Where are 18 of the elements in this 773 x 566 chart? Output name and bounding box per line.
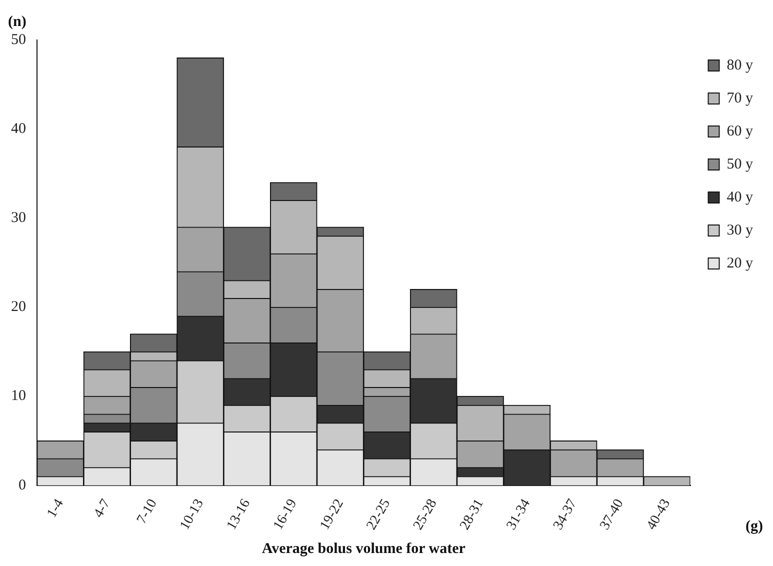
legend-label: 30 y: [726, 222, 754, 238]
y-tick-label: 20: [11, 299, 26, 316]
y-tick-label: 40: [11, 121, 26, 137]
x-axis-title: Average bolus volume for water: [262, 540, 466, 557]
text: (g): [746, 518, 763, 534]
legend-label: 80 y: [726, 57, 754, 74]
legend-label: 70 y: [726, 90, 754, 106]
y-axis-title: (n): [8, 14, 26, 30]
legend-label: 20 y: [726, 255, 754, 272]
y-tick-label: 10: [11, 388, 26, 404]
x-tick-label: 1-4: [44, 496, 67, 521]
legend-label: 40 y: [726, 189, 754, 206]
legend-label: 60 y: [726, 123, 754, 140]
y-tick-label: 30: [11, 210, 26, 226]
x-tick-label: 4-7: [91, 496, 114, 521]
y-tick-label: 50: [11, 32, 26, 48]
legend-label: 50 y: [726, 156, 754, 172]
y-tick-label: 0: [18, 477, 26, 494]
